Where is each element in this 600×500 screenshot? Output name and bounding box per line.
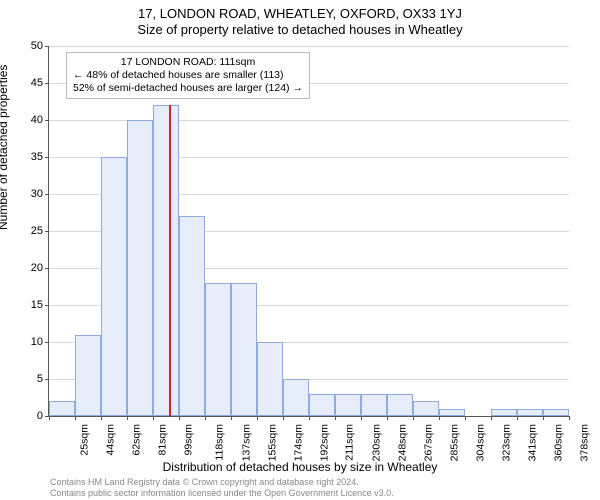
footer-attribution: Contains HM Land Registry data © Crown c… (50, 477, 394, 498)
ytick-label: 10 (13, 336, 43, 348)
ytick-label: 15 (13, 299, 43, 311)
histogram-bar (179, 216, 205, 416)
xtick-mark (127, 416, 128, 420)
ytick-mark (45, 194, 49, 195)
xtick-label: 267sqm (422, 424, 434, 461)
histogram-bar (127, 120, 153, 416)
histogram-bar (361, 394, 387, 416)
xtick-label: 137sqm (240, 424, 252, 461)
xtick-mark (283, 416, 284, 420)
xtick-label: 341sqm (526, 424, 538, 461)
chart-title-subtitle: Size of property relative to detached ho… (0, 21, 600, 37)
ytick-mark (45, 379, 49, 380)
xtick-mark (569, 416, 570, 420)
xtick-label: 118sqm (214, 424, 226, 461)
ytick-label: 50 (13, 40, 43, 52)
xtick-mark (335, 416, 336, 420)
xtick-mark (543, 416, 544, 420)
xtick-label: 360sqm (552, 424, 564, 461)
ytick-label: 45 (13, 77, 43, 89)
xtick-label: 323sqm (500, 424, 512, 461)
xtick-mark (309, 416, 310, 420)
ytick-mark (45, 83, 49, 84)
xtick-label: 285sqm (448, 424, 460, 461)
annotation-line-3: 52% of semi-detached houses are larger (… (73, 82, 303, 95)
xtick-mark (101, 416, 102, 420)
ytick-mark (45, 46, 49, 47)
ytick-mark (45, 342, 49, 343)
xtick-mark (465, 416, 466, 420)
annotation-line-1: 17 LONDON ROAD: 111sqm (73, 56, 303, 69)
xtick-label: 304sqm (474, 424, 486, 461)
xtick-mark (439, 416, 440, 420)
annotation-box: 17 LONDON ROAD: 111sqm ← 48% of detached… (66, 52, 310, 99)
histogram-bar (309, 394, 335, 416)
histogram-bar (75, 335, 101, 416)
ytick-mark (45, 157, 49, 158)
x-axis-label: Distribution of detached houses by size … (0, 460, 600, 474)
chart-area: 0510152025303540455025sqm44sqm62sqm81sqm… (48, 46, 568, 416)
xtick-label: 99sqm (183, 424, 195, 456)
ytick-label: 5 (13, 373, 43, 385)
plot-area: 0510152025303540455025sqm44sqm62sqm81sqm… (48, 46, 569, 417)
xtick-mark (257, 416, 258, 420)
annotation-line-2: ← 48% of detached houses are smaller (11… (73, 69, 303, 82)
xtick-label: 211sqm (344, 424, 356, 461)
histogram-bar (413, 401, 439, 416)
ytick-mark (45, 231, 49, 232)
xtick-mark (153, 416, 154, 420)
histogram-bar (543, 409, 569, 416)
histogram-bar (49, 401, 75, 416)
xtick-mark (387, 416, 388, 420)
ytick-mark (45, 305, 49, 306)
y-axis-label: Number of detached properties (0, 65, 10, 230)
xtick-mark (413, 416, 414, 420)
xtick-mark (361, 416, 362, 420)
xtick-label: 378sqm (578, 424, 590, 461)
xtick-mark (49, 416, 50, 420)
ytick-label: 35 (13, 151, 43, 163)
histogram-bar (387, 394, 413, 416)
ytick-label: 25 (13, 225, 43, 237)
ytick-label: 30 (13, 188, 43, 200)
xtick-label: 81sqm (157, 424, 169, 456)
footer-line-1: Contains HM Land Registry data © Crown c… (50, 477, 394, 487)
histogram-bar (101, 157, 127, 416)
histogram-bar (439, 409, 465, 416)
xtick-label: 62sqm (131, 424, 143, 456)
xtick-mark (75, 416, 76, 420)
histogram-bar (205, 283, 231, 416)
property-marker-line (169, 105, 171, 416)
xtick-mark (205, 416, 206, 420)
chart-title-address: 17, LONDON ROAD, WHEATLEY, OXFORD, OX33 … (0, 0, 600, 21)
ytick-label: 40 (13, 114, 43, 126)
xtick-label: 25sqm (79, 424, 91, 456)
ytick-label: 0 (13, 410, 43, 422)
histogram-bar (283, 379, 309, 416)
xtick-mark (491, 416, 492, 420)
histogram-bar (231, 283, 257, 416)
xtick-label: 174sqm (292, 424, 304, 461)
xtick-label: 230sqm (370, 424, 382, 461)
xtick-mark (517, 416, 518, 420)
histogram-bar (335, 394, 361, 416)
xtick-mark (231, 416, 232, 420)
ytick-mark (45, 120, 49, 121)
footer-line-2: Contains public sector information licen… (50, 488, 394, 498)
xtick-label: 192sqm (318, 424, 330, 461)
ytick-label: 20 (13, 262, 43, 274)
xtick-label: 155sqm (266, 424, 278, 461)
histogram-bar (517, 409, 543, 416)
histogram-bar (491, 409, 517, 416)
histogram-bar (257, 342, 283, 416)
gridline (49, 46, 569, 47)
xtick-label: 44sqm (105, 424, 117, 456)
xtick-mark (179, 416, 180, 420)
ytick-mark (45, 268, 49, 269)
xtick-label: 248sqm (396, 424, 408, 461)
histogram-bar (153, 105, 179, 416)
